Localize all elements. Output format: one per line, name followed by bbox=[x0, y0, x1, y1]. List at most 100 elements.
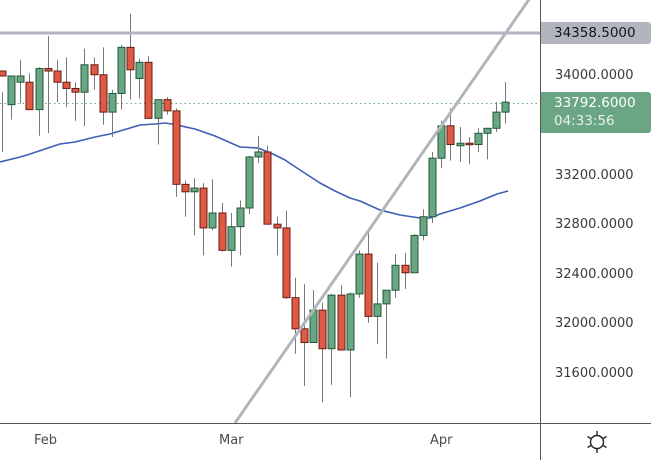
candle-body-down bbox=[62, 81, 71, 89]
candle-body-up bbox=[346, 293, 355, 351]
candle[interactable] bbox=[382, 289, 391, 359]
candle[interactable] bbox=[90, 57, 99, 90]
time-axis-label: Mar bbox=[219, 433, 244, 448]
candle[interactable] bbox=[346, 292, 355, 398]
candle[interactable] bbox=[364, 229, 373, 323]
candle-body-up bbox=[227, 226, 236, 251]
candle[interactable] bbox=[154, 99, 163, 145]
candle-body-down bbox=[44, 68, 53, 72]
candle[interactable] bbox=[456, 127, 465, 162]
countdown-text: 04:33:56 bbox=[554, 113, 615, 129]
candle[interactable] bbox=[181, 180, 190, 217]
candle[interactable] bbox=[16, 59, 25, 104]
candle[interactable] bbox=[0, 70, 7, 152]
candle[interactable] bbox=[25, 73, 34, 111]
candle[interactable] bbox=[337, 285, 346, 351]
candle-body-down bbox=[300, 328, 309, 344]
candle[interactable] bbox=[419, 209, 428, 241]
candle-body-down bbox=[263, 151, 272, 225]
candle-body-up bbox=[483, 127, 492, 134]
candle-body-up bbox=[501, 101, 510, 113]
candle-body-up bbox=[7, 75, 16, 106]
candle[interactable] bbox=[483, 127, 492, 160]
price-axis-label: 34000.0000 bbox=[555, 68, 634, 83]
candle-body-up bbox=[355, 253, 364, 295]
candle[interactable] bbox=[465, 137, 474, 165]
candle[interactable] bbox=[410, 234, 419, 274]
candle[interactable] bbox=[309, 290, 318, 344]
candle-body-up bbox=[135, 61, 144, 79]
candle[interactable] bbox=[273, 216, 282, 256]
candle[interactable] bbox=[446, 108, 455, 161]
candle[interactable] bbox=[71, 82, 80, 121]
candle-body-down bbox=[25, 81, 34, 111]
candle[interactable] bbox=[355, 250, 364, 298]
candle[interactable] bbox=[35, 67, 44, 136]
candle[interactable] bbox=[199, 183, 208, 256]
candle-body-down bbox=[144, 61, 153, 119]
candle-body-down bbox=[163, 99, 172, 112]
time-axis-label: Apr bbox=[430, 433, 453, 448]
candle-body-down bbox=[71, 87, 80, 93]
candle-body-up bbox=[245, 156, 254, 209]
candle[interactable] bbox=[254, 135, 263, 164]
candle[interactable] bbox=[172, 108, 181, 197]
candle[interactable] bbox=[62, 57, 71, 108]
candle[interactable] bbox=[474, 128, 483, 152]
candle-body-down bbox=[181, 183, 190, 193]
candle-body-down bbox=[364, 253, 373, 317]
candle[interactable] bbox=[44, 36, 53, 134]
candle[interactable] bbox=[218, 203, 227, 252]
price-axis-label: 32400.0000 bbox=[555, 267, 634, 282]
candle[interactable] bbox=[53, 59, 62, 103]
candle[interactable] bbox=[135, 58, 144, 99]
candle[interactable] bbox=[373, 262, 382, 344]
candle[interactable] bbox=[163, 97, 172, 115]
candle[interactable] bbox=[391, 254, 400, 298]
candle[interactable] bbox=[99, 47, 108, 125]
candle[interactable] bbox=[428, 151, 437, 223]
candle-body-down bbox=[465, 142, 474, 146]
candle[interactable] bbox=[144, 56, 153, 119]
candle[interactable] bbox=[190, 178, 199, 236]
candle[interactable] bbox=[300, 283, 309, 387]
candle[interactable] bbox=[492, 102, 501, 133]
price-axis-label: 31600.0000 bbox=[555, 366, 634, 381]
candle[interactable] bbox=[318, 302, 327, 403]
candle-body-down bbox=[0, 70, 7, 77]
candle[interactable] bbox=[117, 44, 126, 110]
price-axis-label: 33200.0000 bbox=[555, 168, 634, 183]
candle-body-up bbox=[428, 157, 437, 218]
candle-body-down bbox=[401, 264, 410, 274]
candle-body-down bbox=[446, 125, 455, 145]
moving-average-line bbox=[0, 122, 509, 219]
candle[interactable] bbox=[501, 82, 510, 124]
candle-body-up bbox=[456, 142, 465, 147]
candle[interactable] bbox=[208, 179, 217, 231]
candle[interactable] bbox=[327, 293, 336, 385]
candle[interactable] bbox=[227, 212, 236, 267]
candle-body-down bbox=[282, 227, 291, 299]
candle[interactable] bbox=[263, 145, 272, 225]
price-axis-label: 32800.0000 bbox=[555, 217, 634, 232]
candle-body-up bbox=[410, 234, 419, 274]
candle[interactable] bbox=[282, 210, 291, 299]
settings-gear-icon[interactable] bbox=[584, 429, 610, 455]
candle[interactable] bbox=[236, 200, 245, 256]
candle-body-down bbox=[126, 46, 135, 71]
candle-body-up bbox=[208, 212, 217, 229]
time-axis-label: Feb bbox=[34, 433, 58, 448]
candle-body-down bbox=[172, 110, 181, 185]
candle[interactable] bbox=[108, 89, 117, 138]
current-price-badge: 33792.6000 04:33:56 bbox=[541, 92, 651, 133]
candle[interactable] bbox=[7, 75, 16, 120]
candle[interactable] bbox=[291, 277, 300, 354]
level-price-text: 34358.5000 bbox=[554, 25, 636, 41]
candle[interactable] bbox=[126, 13, 135, 100]
candle-body-down bbox=[199, 187, 208, 229]
candle[interactable] bbox=[80, 48, 89, 126]
candle[interactable] bbox=[245, 155, 254, 215]
candle[interactable] bbox=[401, 252, 410, 289]
trend-line[interactable] bbox=[233, 0, 531, 424]
